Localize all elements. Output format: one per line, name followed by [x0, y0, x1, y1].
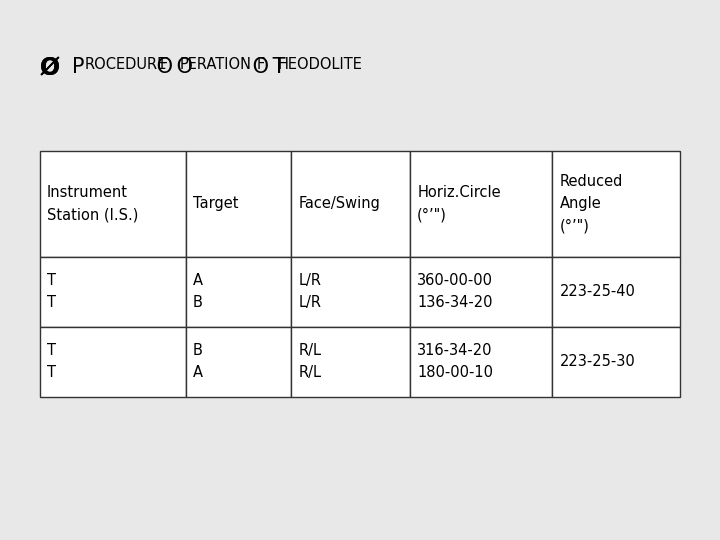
- Bar: [40, 327, 186, 397]
- Bar: [186, 256, 292, 327]
- Bar: [552, 327, 680, 397]
- Text: T
T: T T: [47, 343, 56, 380]
- Text: T
T: T T: [47, 273, 56, 310]
- Bar: [410, 256, 552, 327]
- Bar: [40, 151, 186, 256]
- Bar: [186, 151, 292, 256]
- Text: O: O: [170, 57, 193, 77]
- Bar: [410, 327, 552, 397]
- Text: 360-00-00
136-34-20: 360-00-00 136-34-20: [417, 273, 493, 310]
- Text: 223-25-40: 223-25-40: [559, 284, 635, 299]
- Text: A
B: A B: [193, 273, 203, 310]
- Text: B
A: B A: [193, 343, 203, 380]
- Text: Instrument
Station (I.S.): Instrument Station (I.S.): [47, 185, 138, 222]
- Bar: [292, 256, 410, 327]
- Text: HEODOLITE: HEODOLITE: [277, 57, 362, 72]
- Text: PERATION: PERATION: [179, 57, 251, 72]
- Text: O: O: [246, 57, 269, 77]
- Text: Ø: Ø: [40, 57, 60, 80]
- Text: T: T: [266, 57, 286, 77]
- Bar: [552, 151, 680, 256]
- Bar: [292, 151, 410, 256]
- Bar: [552, 256, 680, 327]
- Text: R/L
R/L: R/L R/L: [299, 343, 322, 380]
- Text: Ø: Ø: [40, 57, 60, 80]
- Text: Reduced
Angle
(°’"): Reduced Angle (°’"): [559, 174, 623, 233]
- Text: ROCEDURE: ROCEDURE: [84, 57, 166, 72]
- Bar: [40, 256, 186, 327]
- Text: Face/Swing: Face/Swing: [299, 197, 380, 211]
- Text: O: O: [150, 57, 173, 77]
- Text: F: F: [160, 57, 168, 72]
- Text: L/R
L/R: L/R L/R: [299, 273, 322, 310]
- Bar: [410, 151, 552, 256]
- Text: Horiz.Circle
(°’"): Horiz.Circle (°’"): [417, 185, 501, 222]
- Text: F: F: [256, 57, 264, 72]
- Text: 316-34-20
180-00-10: 316-34-20 180-00-10: [417, 343, 493, 380]
- Text: 223-25-30: 223-25-30: [559, 354, 635, 369]
- Bar: [186, 327, 292, 397]
- Text: Target: Target: [193, 197, 238, 211]
- Bar: [292, 327, 410, 397]
- Text: P: P: [72, 57, 84, 77]
